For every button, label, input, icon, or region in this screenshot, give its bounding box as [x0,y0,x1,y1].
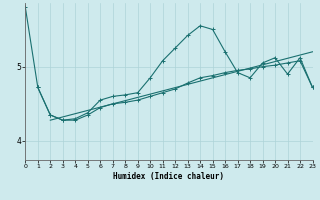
X-axis label: Humidex (Indice chaleur): Humidex (Indice chaleur) [113,172,224,181]
